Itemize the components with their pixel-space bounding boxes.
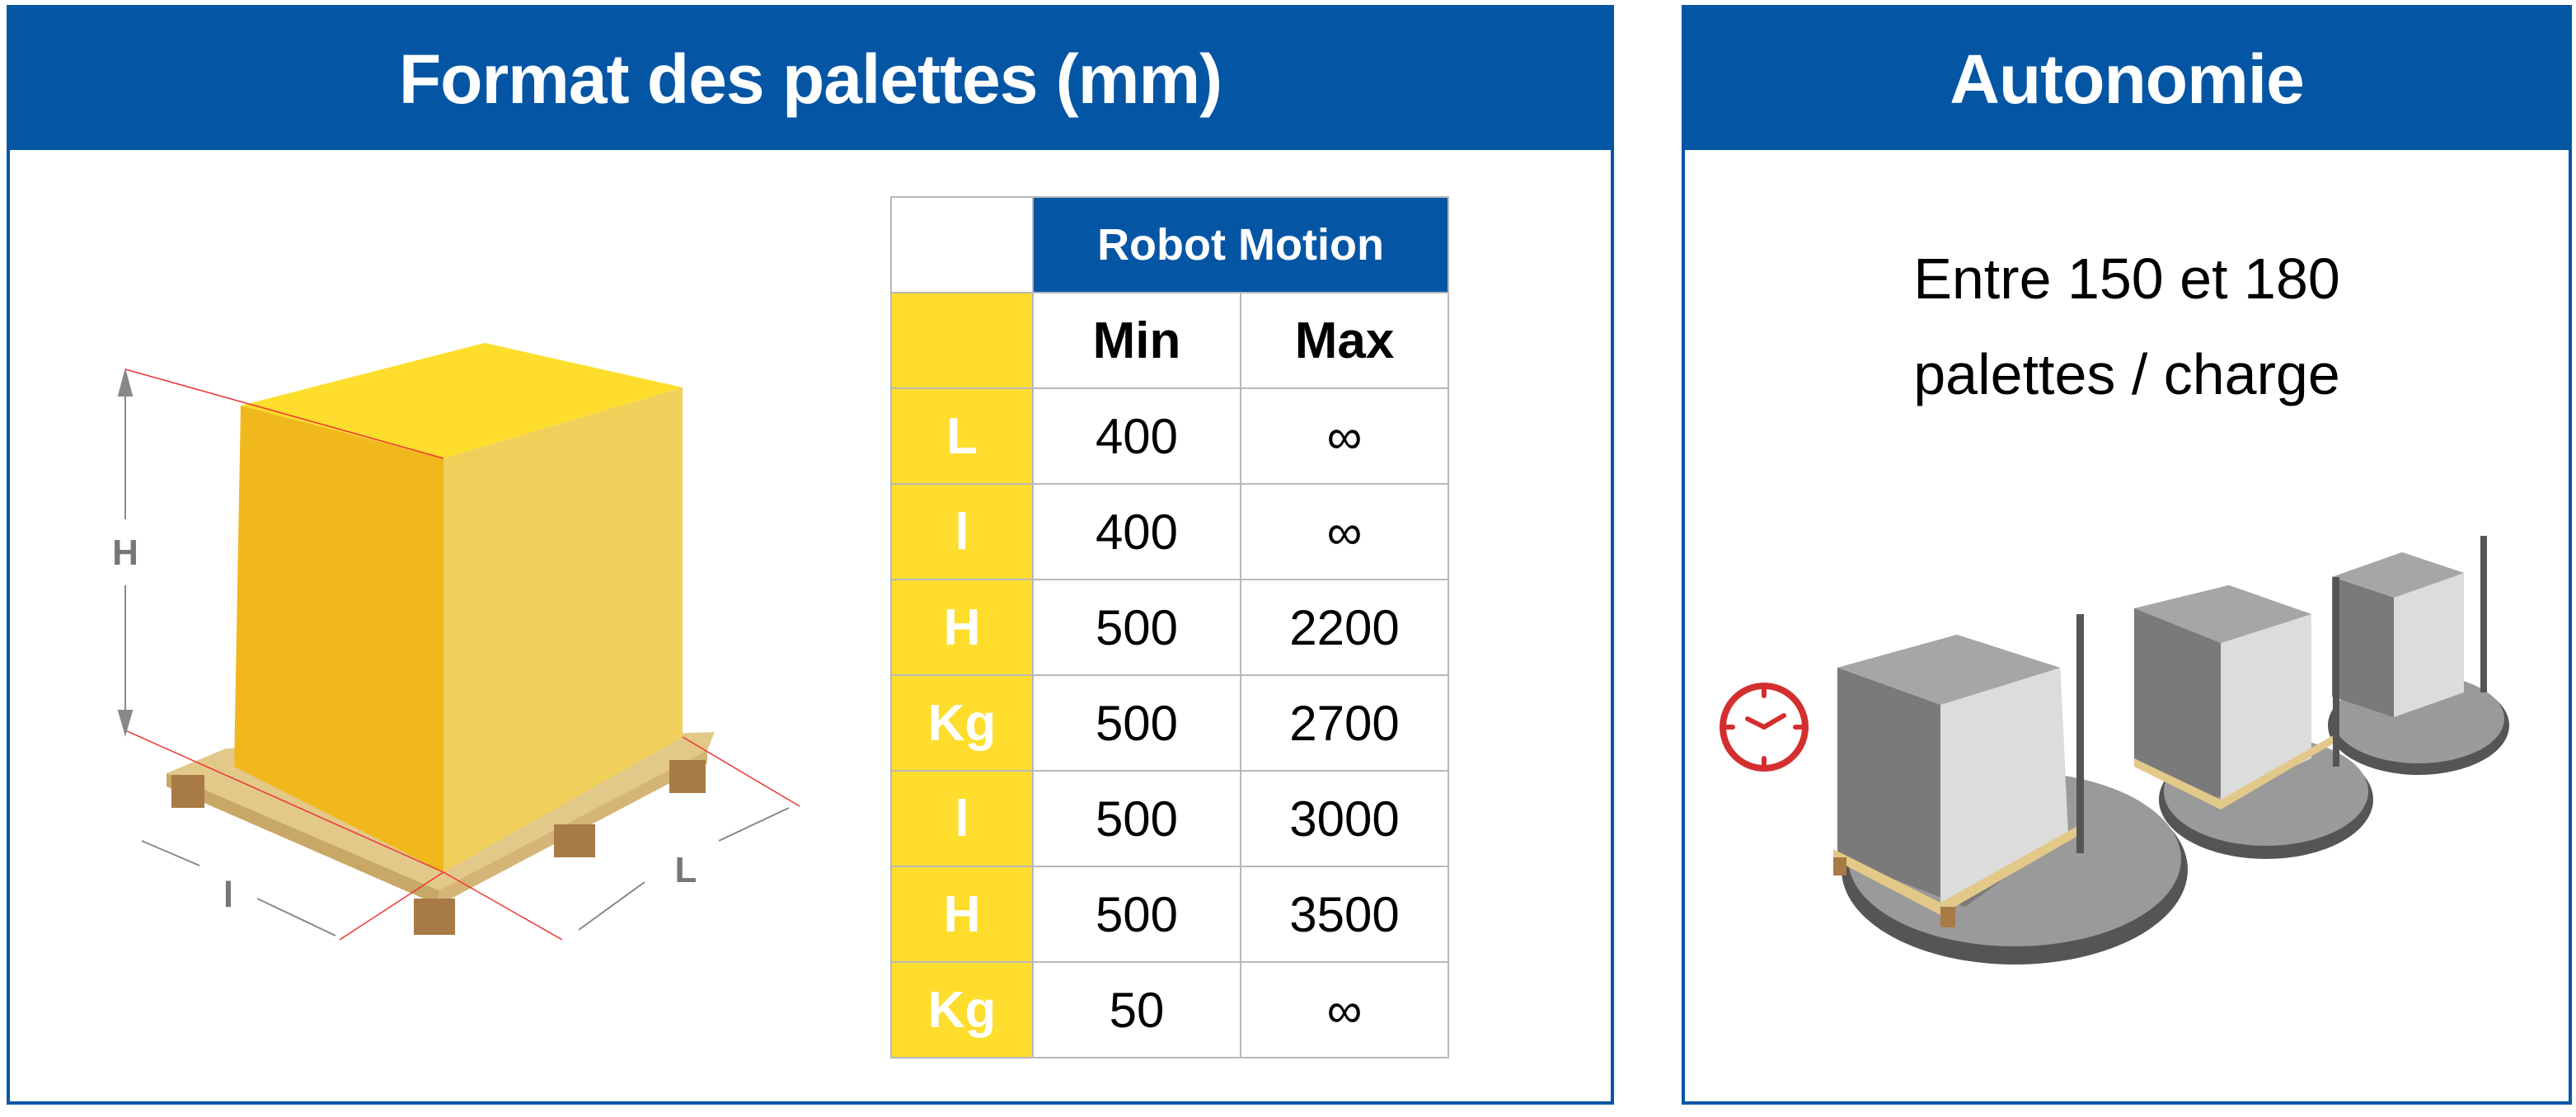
autonomy-description: Entre 150 et 180 palettes / charge xyxy=(1685,231,2569,422)
min-value: 500 xyxy=(1032,866,1241,963)
row-label: H xyxy=(890,866,1034,963)
row-label: l xyxy=(890,483,1034,580)
label-cell xyxy=(890,292,1034,389)
max-value: ∞ xyxy=(1240,387,1449,485)
pallet-dimensions-table: Robot Motion Min Max L 400 ∞ l 400 ∞ H 500 220… xyxy=(890,196,1449,1058)
max-value: ∞ xyxy=(1240,483,1449,580)
table-row: H 500 3500 xyxy=(890,866,1449,963)
min-value: 50 xyxy=(1032,961,1241,1058)
pallet-box-illustration: H l L xyxy=(112,343,800,941)
table-row: l 500 3000 xyxy=(890,770,1449,867)
pallet-format-panel: Format des palettes (mm) xyxy=(7,5,1614,1105)
row-label: l xyxy=(890,770,1034,867)
min-value: 500 xyxy=(1032,579,1241,676)
min-value: 400 xyxy=(1032,483,1241,580)
autonomy-line-2: palettes / charge xyxy=(1913,342,2340,406)
max-value: 2700 xyxy=(1240,674,1449,772)
table-row: L 400 ∞ xyxy=(890,387,1449,485)
row-label: L xyxy=(890,387,1034,485)
row-label: H xyxy=(890,579,1034,676)
dimension-label-h: H xyxy=(112,533,138,573)
max-value: 3000 xyxy=(1240,770,1449,867)
min-column-header: Min xyxy=(1032,292,1241,389)
max-value: 2200 xyxy=(1240,579,1449,676)
corner-cell xyxy=(890,196,1034,293)
autonomy-panel: Autonomie Entre 150 et 180 palettes / ch… xyxy=(1682,5,2572,1105)
min-value: 400 xyxy=(1032,387,1241,485)
clock-icon xyxy=(1720,683,1809,772)
table-row: H 500 2200 xyxy=(890,579,1449,676)
max-column-header: Max xyxy=(1240,292,1449,389)
min-value: 500 xyxy=(1032,674,1241,772)
wrapping-stations-illustration xyxy=(1833,536,2509,964)
table-row: l 400 ∞ xyxy=(890,483,1449,580)
robot-motion-header: Robot Motion xyxy=(1032,196,1449,293)
table-row: Kg 50 ∞ xyxy=(890,961,1449,1058)
table-row: Kg 500 2700 xyxy=(890,674,1449,772)
row-label: Kg xyxy=(890,961,1034,1058)
autonomy-line-1: Entre 150 et 180 xyxy=(1913,246,2340,311)
dimension-label-l-length: L xyxy=(675,850,697,890)
dimension-label-l-width: l xyxy=(223,875,233,915)
row-label: Kg xyxy=(890,674,1034,772)
max-value: 3500 xyxy=(1240,866,1449,963)
min-value: 500 xyxy=(1032,770,1241,867)
max-value: ∞ xyxy=(1240,961,1449,1058)
pallet-format-title: Format des palettes (mm) xyxy=(10,8,1611,150)
autonomy-title: Autonomie xyxy=(1685,8,2569,150)
